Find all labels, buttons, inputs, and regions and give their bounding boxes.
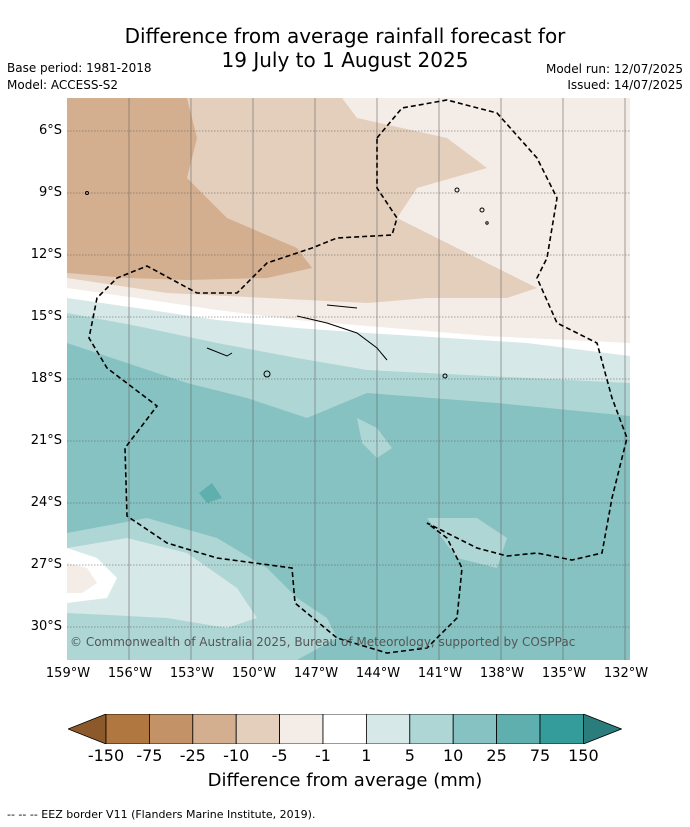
colorbar-segment <box>539 714 584 744</box>
colorbar-segment <box>235 714 280 744</box>
colorbar-segments <box>68 714 622 744</box>
zone-south-pale <box>67 538 257 628</box>
colorbar-segment <box>409 714 454 744</box>
colorbar-tick-label: 1 <box>361 746 372 765</box>
colorbar-tick-label: 25 <box>486 746 507 765</box>
islands <box>85 187 489 379</box>
lat-label-24s: 24°S <box>30 495 62 510</box>
lon-label-147w: 147°W <box>293 666 339 681</box>
lat-label-30s: 30°S <box>30 619 62 634</box>
colorbar-segment <box>279 714 324 744</box>
copyright-text: © Commonwealth of Australia 2025, Bureau… <box>70 635 575 649</box>
lon-label-150w: 150°W <box>231 666 277 681</box>
colorbar-tick-label: -75 <box>136 746 163 765</box>
zone-darker-spot <box>199 483 222 503</box>
base-period: Base period: 1981-2018 <box>7 61 152 75</box>
colorbar-tick-label: -1 <box>315 746 331 765</box>
zone-south-brownish <box>67 563 97 593</box>
lon-label-138w: 138°W <box>479 666 525 681</box>
model-run: Model run: 12/07/2025 <box>545 62 683 76</box>
zone-mid-pale <box>357 418 392 458</box>
lon-label-153w: 153°W <box>169 666 215 681</box>
rainfall-map: © Commonwealth of Australia 2025, Bureau… <box>67 98 630 660</box>
lat-label-21s: 21°S <box>30 433 62 448</box>
colorbar-segment <box>105 714 150 744</box>
meridian-lines <box>128 98 626 660</box>
lat-label-27s: 27°S <box>30 557 62 572</box>
lat-label-12s: 12°S <box>30 247 62 262</box>
lat-label-15s: 15°S <box>30 309 62 324</box>
colorbar-segment <box>192 714 237 744</box>
colorbar-segment <box>496 714 541 744</box>
grid-lines <box>67 130 630 628</box>
zone-east-pale <box>427 518 507 568</box>
lon-label-135w: 135°W <box>541 666 587 681</box>
lon-label-132w: 132°W <box>603 666 649 681</box>
colorbar-tick-label: 5 <box>404 746 415 765</box>
lon-label-141w: 141°W <box>417 666 463 681</box>
lat-label-9s: 9°S <box>38 185 62 200</box>
lat-label-6s: 6°S <box>38 123 62 138</box>
colorbar-segment <box>452 714 498 744</box>
title-line-1: Difference from average rainfall forecas… <box>124 24 566 48</box>
colorbar-tick-label: 150 <box>568 746 599 765</box>
colorbar-segment <box>365 714 411 744</box>
colorbar-tick-label: 10 <box>443 746 464 765</box>
zone-minus10-minus25 <box>67 98 312 280</box>
colorbar-tick-label: -5 <box>271 746 288 765</box>
eez-note: -- -- -- EEZ border V11 (Flanders Marine… <box>7 808 316 821</box>
colorbar-title: Difference from average (mm) <box>207 770 483 791</box>
lon-label-144w: 144°W <box>355 666 401 681</box>
colorbar-tick-label: -150 <box>87 746 125 765</box>
lon-label-156w: 156°W <box>107 666 153 681</box>
model-name: Model: ACCESS-S2 <box>7 78 119 92</box>
eez-border <box>88 99 628 654</box>
colorbar-arrow-low <box>68 714 107 744</box>
lon-label-159w: 159°W <box>45 666 91 681</box>
title-line-2: 19 July to 1 August 2025 <box>221 48 469 72</box>
colorbar-segment <box>149 714 194 744</box>
colorbar-tick-label: 75 <box>529 746 551 765</box>
colorbar-tick-label: -10 <box>223 746 250 765</box>
colorbar-segment <box>322 714 367 744</box>
issued-date: Issued: 14/07/2025 <box>567 78 683 92</box>
colorbar-tick-label: -25 <box>179 746 206 765</box>
colorbar <box>68 714 622 744</box>
colorbar-arrow-high <box>583 714 622 744</box>
lat-label-18s: 18°S <box>30 371 62 386</box>
